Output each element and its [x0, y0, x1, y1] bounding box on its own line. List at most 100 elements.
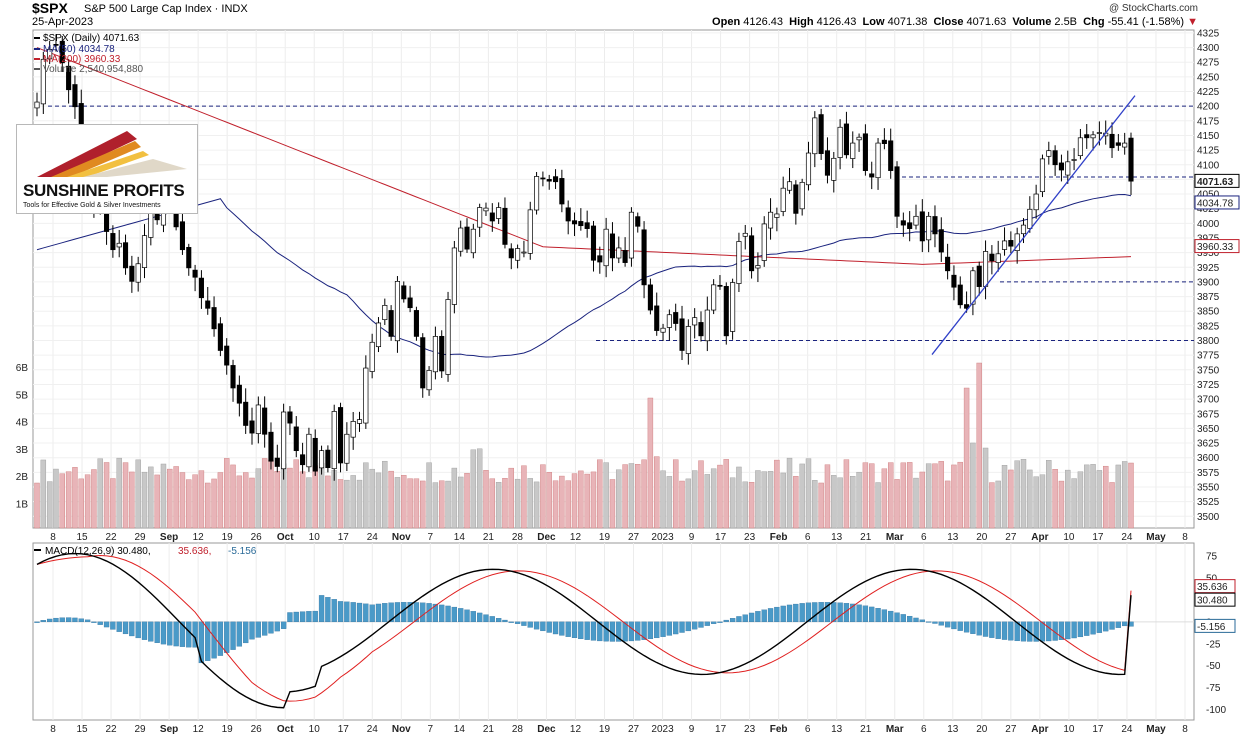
volume-bar [957, 461, 963, 529]
candle-body [224, 345, 230, 366]
candle [913, 204, 919, 230]
candle-body [723, 286, 729, 337]
candle-body [287, 411, 293, 424]
candle [439, 330, 445, 378]
high-value: 4126.43 [816, 16, 857, 28]
candle [818, 108, 824, 160]
candle [198, 270, 204, 309]
macd-histogram-bar [426, 603, 432, 623]
volume-bar [1014, 460, 1020, 529]
volume-bar [837, 477, 843, 529]
macd-histogram-bar [875, 608, 881, 623]
candle-body [502, 207, 508, 245]
macd-histogram-bar [407, 602, 413, 623]
candle-body [375, 322, 382, 348]
candle-body [881, 139, 887, 145]
macd-histogram-bar [540, 621, 546, 632]
volume-tick-label: 5B [16, 390, 29, 401]
volume-bar [293, 459, 299, 529]
candle [843, 111, 849, 159]
candle [255, 396, 261, 444]
volume-bar [439, 480, 445, 529]
macd-histogram-bar [925, 621, 932, 623]
candle-body [363, 367, 369, 424]
volume-bar [1052, 469, 1058, 529]
volume-bar [1121, 461, 1128, 529]
candle [413, 306, 419, 341]
x-tick-label: 2023 [651, 532, 674, 543]
macd-histogram-bar [1014, 621, 1020, 642]
candle [1071, 148, 1077, 171]
chg-value: -55.41 (-1.58%) [1107, 16, 1185, 28]
candle-body [255, 404, 261, 434]
candle [211, 296, 217, 337]
logo-swoosh-icon [37, 131, 187, 177]
candle-body [641, 229, 647, 286]
price-tick-label: 4175 [1197, 116, 1220, 127]
candle [571, 212, 578, 237]
x-tick-label: 17 [338, 532, 350, 543]
price-tick-label: 3625 [1197, 439, 1220, 450]
candle-body [489, 212, 495, 222]
x-tick-label-bottom: 2023 [651, 724, 674, 735]
volume-bar [597, 459, 603, 529]
macd-histogram-bar [318, 595, 325, 623]
candle [907, 211, 913, 242]
candle-body [578, 221, 584, 227]
candle-body [957, 284, 963, 306]
macd-histogram-bar [1071, 621, 1077, 639]
x-tick-label: 29 [135, 532, 147, 543]
candle-body [141, 235, 148, 268]
candle [552, 169, 559, 190]
macd-badge-label: 30.480 [1197, 596, 1228, 607]
volume-bar [894, 479, 900, 529]
candle-body [1020, 224, 1027, 235]
volume-bar [559, 475, 565, 529]
volume-bar [242, 472, 249, 529]
macd-histogram-bar [717, 621, 723, 623]
candle-body [293, 426, 299, 452]
candle [66, 59, 72, 104]
volume-bar [451, 467, 458, 529]
candle [894, 161, 900, 228]
volume-bar [900, 462, 907, 529]
macd-histogram-bar [989, 621, 995, 638]
macd-histogram-bar [1020, 621, 1027, 642]
candle-body [369, 341, 375, 372]
macd-histogram-bar [1027, 621, 1033, 642]
volume-bar [514, 478, 521, 529]
candle-body [926, 215, 932, 241]
candle [945, 243, 951, 280]
candle-body [609, 233, 616, 259]
candle [926, 211, 932, 253]
price-tick-label: 4150 [1197, 131, 1220, 142]
candle [407, 285, 413, 313]
candle-body [565, 207, 571, 222]
x-tick-label: 24 [1121, 532, 1133, 543]
candle [116, 229, 122, 258]
x-tick-label: 28 [512, 532, 524, 543]
candle-body [470, 228, 476, 254]
macd-histogram-bar [110, 621, 116, 630]
volume-bar [483, 470, 489, 529]
volume-bar [590, 471, 597, 529]
candle-body [394, 280, 401, 342]
macd-histogram-bar [135, 621, 141, 639]
candle [110, 225, 116, 258]
candle-body [477, 207, 483, 228]
x-tick-label-bottom: 13 [831, 724, 843, 735]
macd-histogram-bar [951, 621, 957, 630]
volume-bar [432, 482, 439, 529]
candle [141, 224, 148, 279]
candle [356, 411, 363, 432]
macd-histogram-bar [344, 601, 350, 623]
candle-body [989, 253, 995, 262]
candle [717, 275, 723, 290]
price-tick-label: 3725 [1197, 380, 1220, 391]
macd-histogram-bar [205, 621, 211, 661]
x-tick-label-bottom: 19 [222, 724, 234, 735]
macd-histogram-bar [363, 603, 369, 623]
macd-histogram-bar [881, 609, 888, 623]
price-tick-label: 3775 [1197, 351, 1220, 362]
volume-bar [793, 476, 799, 529]
